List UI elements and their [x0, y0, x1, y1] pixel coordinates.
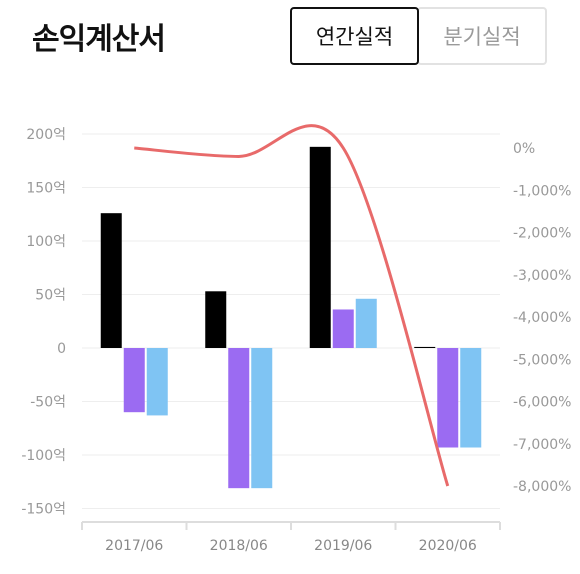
bar	[205, 291, 227, 348]
left-tick-label: 100억	[26, 234, 66, 250]
right-tick-label: -1,000%	[513, 183, 571, 199]
left-tick-label: 50억	[35, 288, 66, 304]
page-title: 손익계산서	[32, 22, 166, 57]
x-tick-label: 2017/06	[105, 538, 163, 554]
left-tick-label: 0	[57, 341, 66, 357]
bar	[414, 346, 436, 348]
left-tick-label: -100억	[21, 448, 66, 464]
right-tick-label: -3,000%	[513, 268, 571, 284]
tab-quarterly[interactable]: 분기실적	[417, 7, 547, 65]
left-tick-label: -150억	[21, 502, 66, 518]
bar	[123, 348, 145, 413]
left-tick-label: -50억	[30, 395, 66, 411]
bar	[228, 348, 250, 489]
x-tick-label: 2019/06	[314, 538, 372, 554]
x-tick-label: 2018/06	[210, 538, 268, 554]
bar	[100, 213, 122, 348]
ratio-line-path	[134, 124, 450, 487]
left-tick-label: 150억	[26, 181, 66, 197]
ratio-line	[134, 124, 450, 487]
right-tick-label: -6,000%	[513, 395, 571, 411]
bar	[460, 348, 482, 448]
bar	[146, 348, 168, 416]
period-tabs: 연간실적 분기실적	[290, 7, 547, 67]
right-tick-label: -8,000%	[513, 479, 571, 495]
left-tick-label: 200억	[26, 127, 66, 143]
right-axis-ticks: 0% -1,000% -2,000% -3,000% -4,000% -5,000% -6,…	[513, 141, 571, 495]
right-tick-label: 0%	[513, 141, 535, 157]
x-tick-label: 2020/06	[419, 538, 477, 554]
left-axis-ticks: 200억 150억 100억 50억 0 -50억 -100억 -150억	[21, 127, 66, 518]
bar	[437, 348, 459, 448]
right-tick-label: -4,000%	[513, 310, 571, 326]
x-axis: 2017/06 2018/06 2019/06 2020/06	[81, 521, 501, 554]
tab-annual[interactable]: 연간실적	[290, 7, 419, 65]
right-tick-label: -5,000%	[513, 352, 571, 368]
bar	[332, 309, 354, 348]
right-tick-label: -2,000%	[513, 226, 571, 242]
bars	[100, 146, 482, 489]
bar	[251, 348, 273, 489]
bar	[355, 298, 377, 348]
right-tick-label: -7,000%	[513, 437, 571, 453]
bar	[309, 146, 331, 348]
